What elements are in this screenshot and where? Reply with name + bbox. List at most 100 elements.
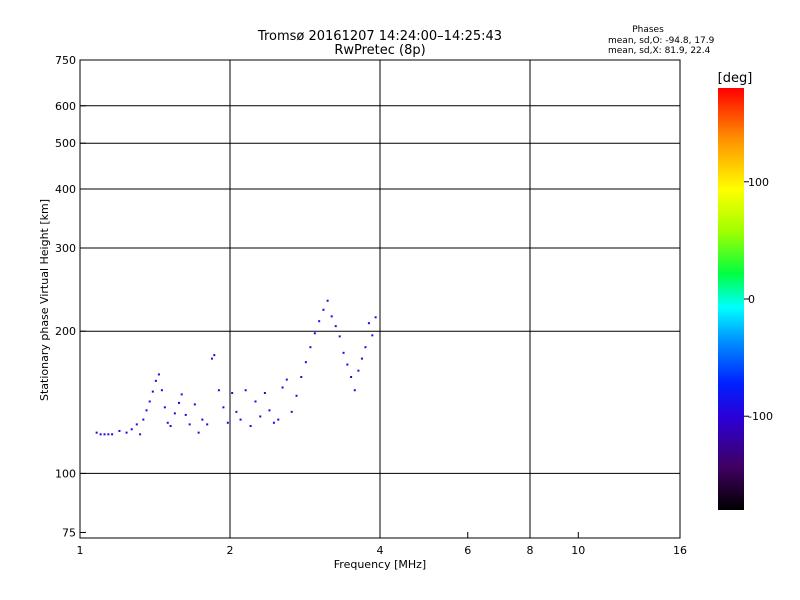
y-tick-label: 500: [55, 137, 76, 150]
data-point: [338, 335, 341, 338]
data-point: [281, 386, 284, 389]
data-point: [357, 369, 360, 372]
data-point: [148, 400, 151, 403]
x-tick-label: 8: [527, 544, 534, 557]
y-tick-label: 600: [55, 100, 76, 113]
data-point: [244, 389, 247, 392]
phases-title: Phases: [632, 25, 664, 35]
data-point: [151, 390, 154, 393]
data-point: [364, 346, 367, 349]
data-point: [239, 418, 242, 421]
data-point: [374, 316, 377, 319]
data-point: [350, 375, 353, 378]
data-point: [206, 423, 209, 426]
data-point: [272, 421, 275, 424]
data-point: [318, 320, 321, 323]
data-point: [313, 332, 316, 335]
y-tick-label: 200: [55, 325, 76, 338]
y-tick-label: 400: [55, 183, 76, 196]
y-tick-label: 100: [55, 467, 76, 480]
data-point: [330, 315, 333, 318]
x-tick-label: 10: [571, 544, 585, 557]
colorbar-ticks: 100 0 -100: [744, 176, 773, 423]
data-point: [222, 406, 225, 409]
data-point: [201, 418, 204, 421]
x-tick-label: 16: [673, 544, 687, 557]
data-point: [130, 428, 133, 431]
y-axis-ticks: 75 100 200 300 400 500 600 750: [55, 54, 86, 539]
data-point: [326, 299, 329, 302]
data-point: [217, 389, 220, 392]
x-tick-label: 1: [77, 544, 84, 557]
y-tick-label: 300: [55, 242, 76, 255]
data-point: [342, 351, 345, 354]
data-point: [309, 346, 312, 349]
x-axis-label: Frequency [MHz]: [334, 558, 426, 571]
data-point: [346, 363, 349, 366]
data-point: [268, 409, 271, 412]
data-point: [135, 423, 138, 426]
colorbar-tick-label: -100: [748, 410, 773, 423]
data-point: [139, 433, 142, 436]
data-point: [163, 406, 166, 409]
y-axis-label: Stationary phase Virtual Height [km]: [38, 199, 51, 401]
data-point: [290, 410, 293, 413]
data-point: [125, 431, 128, 434]
data-point: [235, 410, 238, 413]
data-point: [145, 409, 148, 412]
data-point: [259, 415, 262, 418]
data-point: [367, 322, 370, 325]
y-tick-label: 750: [55, 54, 76, 67]
data-point: [213, 354, 216, 357]
data-point: [99, 433, 102, 436]
data-point: [334, 325, 337, 328]
data-point: [166, 421, 169, 424]
colorbar-tick-label: 100: [748, 176, 769, 189]
chart-title-line2: RwPretec (8p): [334, 43, 425, 58]
phases-stat-x: mean, sd,X: 81.9, 22.4: [608, 46, 711, 56]
data-point: [226, 421, 229, 424]
data-point: [304, 361, 307, 364]
data-point: [142, 418, 145, 421]
data-point: [169, 425, 172, 428]
phases-stat-o: mean, sd,O: -94.8, 17.9: [608, 36, 715, 46]
data-point: [300, 375, 303, 378]
data-point: [263, 391, 266, 394]
data-point: [371, 334, 374, 337]
data-point: [184, 413, 187, 416]
x-tick-label: 6: [464, 544, 471, 557]
data-point: [157, 373, 160, 376]
data-point: [154, 379, 157, 382]
data-point: [118, 429, 121, 432]
data-point: [111, 433, 114, 436]
data-point: [295, 394, 298, 397]
data-layer: [95, 299, 377, 436]
colorbar-tick-label: 0: [748, 293, 755, 306]
x-tick-label: 2: [227, 544, 234, 557]
data-point: [353, 389, 356, 392]
y-tick-label: 75: [62, 526, 76, 539]
data-point: [285, 378, 288, 381]
data-point: [103, 433, 106, 436]
data-point: [188, 423, 191, 426]
data-point: [322, 308, 325, 311]
data-point: [177, 401, 180, 404]
data-point: [277, 418, 280, 421]
data-point: [210, 357, 213, 360]
data-point: [197, 431, 200, 434]
data-point: [160, 389, 163, 392]
data-point: [231, 391, 234, 394]
data-point: [193, 403, 196, 406]
colorbar: [718, 88, 744, 510]
data-point: [107, 433, 110, 436]
data-point: [249, 425, 252, 428]
data-point: [360, 357, 363, 360]
x-tick-label: 4: [377, 544, 384, 557]
data-point: [180, 393, 183, 396]
grid-lines: [80, 59, 681, 538]
colorbar-label: [deg]: [718, 71, 753, 86]
chart-title-line1: Tromsø 20161207 14:24:00–14:25:43: [257, 29, 502, 44]
data-point: [254, 400, 257, 403]
data-point: [173, 412, 176, 415]
